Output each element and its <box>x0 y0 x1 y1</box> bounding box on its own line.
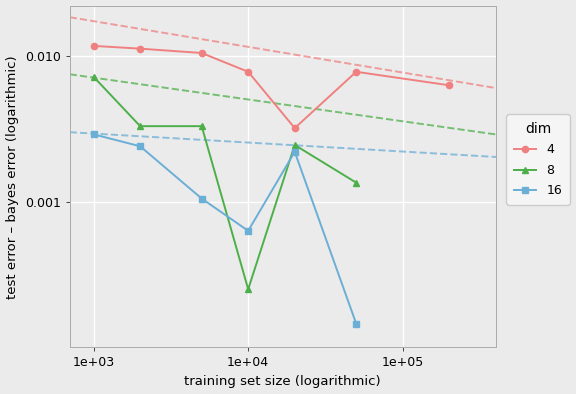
Legend: 4, 8, 16: 4, 8, 16 <box>506 114 570 205</box>
Y-axis label: test error – bayes error (logarithmic): test error – bayes error (logarithmic) <box>6 55 19 299</box>
X-axis label: training set size (logarithmic): training set size (logarithmic) <box>184 375 381 388</box>
